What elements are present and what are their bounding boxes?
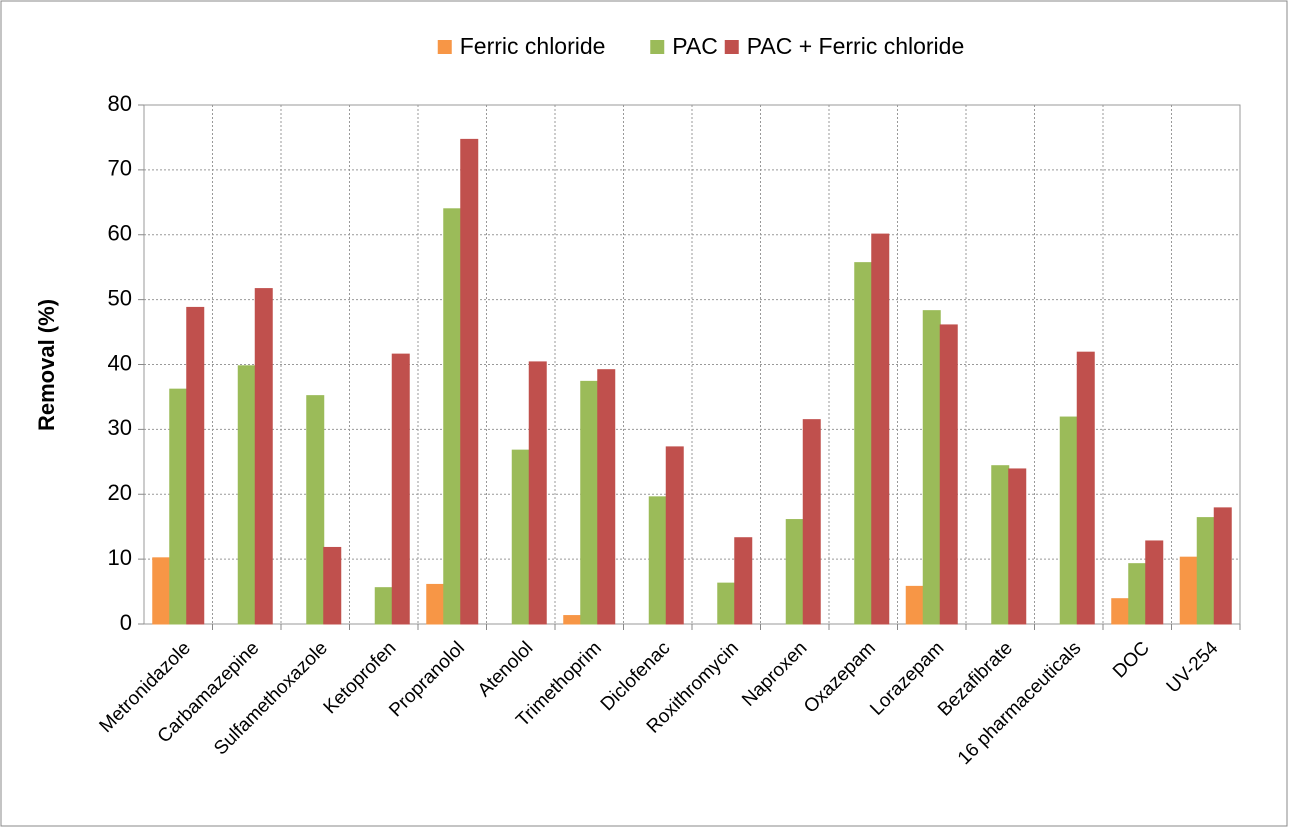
y-tick-label: 80 [108, 91, 132, 116]
bar [580, 380, 599, 625]
y-tick-label: 30 [108, 415, 132, 440]
bar [237, 365, 256, 625]
legend-swatch [650, 40, 665, 54]
y-tick-label: 40 [108, 350, 132, 375]
bar [460, 138, 479, 625]
bar [1111, 598, 1130, 625]
y-tick-label: 20 [108, 480, 132, 505]
bar [802, 419, 821, 625]
legend-label: PAC + Ferric chloride [747, 33, 965, 59]
bar [854, 262, 873, 625]
bar [391, 353, 410, 625]
legend-label: PAC [672, 33, 718, 59]
bar [922, 310, 941, 625]
bar [1179, 556, 1198, 625]
bar [648, 496, 667, 625]
bar [871, 233, 890, 625]
bar [443, 208, 462, 625]
bar [717, 582, 736, 625]
legend-swatch [724, 40, 739, 54]
bar [1008, 468, 1027, 625]
bar [306, 395, 325, 625]
bar [254, 288, 273, 625]
bar [785, 519, 804, 625]
bar [323, 546, 342, 625]
y-tick-label: 10 [108, 545, 132, 570]
bar [1059, 416, 1078, 625]
bar [734, 537, 753, 625]
legend-swatch [437, 40, 452, 54]
y-axis-label: Removal (%) [34, 299, 59, 431]
bar [1128, 563, 1147, 625]
bar [991, 465, 1010, 625]
bar [186, 306, 205, 625]
bar [426, 583, 445, 625]
y-tick-label: 60 [108, 221, 132, 246]
bar [374, 587, 393, 625]
bar [939, 324, 958, 625]
y-tick-label: 50 [108, 285, 132, 310]
y-tick-label: 70 [108, 156, 132, 181]
bar [528, 361, 547, 625]
bar [597, 369, 616, 625]
bar [1213, 507, 1232, 625]
bar [152, 557, 171, 625]
bar [1076, 351, 1095, 625]
bar [563, 615, 582, 625]
bar [1196, 517, 1215, 625]
y-tick-label: 0 [120, 610, 132, 635]
legend-label: Ferric chloride [460, 33, 606, 59]
bar [169, 388, 188, 625]
bar [665, 446, 684, 625]
bar [511, 449, 530, 625]
bar [905, 585, 924, 625]
bar [1145, 540, 1164, 625]
